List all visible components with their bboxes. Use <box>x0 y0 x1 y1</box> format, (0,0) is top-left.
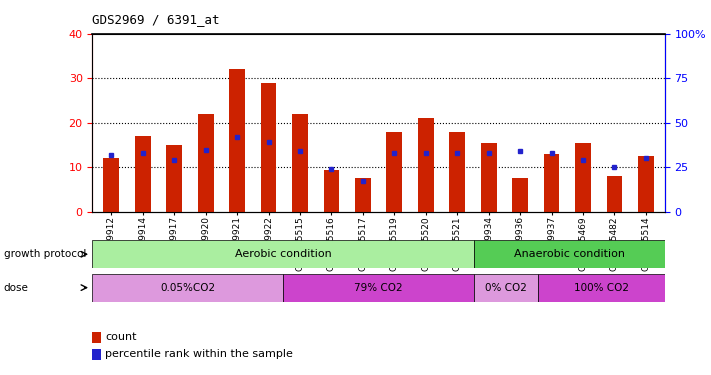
Bar <box>538 274 665 302</box>
Bar <box>135 136 151 212</box>
Bar <box>92 349 101 360</box>
Bar <box>261 83 277 212</box>
Text: 79% CO2: 79% CO2 <box>354 283 403 293</box>
Bar <box>575 143 591 212</box>
Bar <box>292 114 308 212</box>
Text: GDS2969 / 6391_at: GDS2969 / 6391_at <box>92 13 220 26</box>
Text: Aerobic condition: Aerobic condition <box>235 249 331 259</box>
Text: count: count <box>105 333 137 342</box>
Bar <box>166 145 182 212</box>
Bar <box>606 176 622 212</box>
Bar <box>474 240 665 268</box>
Text: dose: dose <box>4 283 28 292</box>
Bar <box>512 178 528 212</box>
Text: Anaerobic condition: Anaerobic condition <box>514 249 625 259</box>
Bar <box>92 332 101 343</box>
Bar <box>92 240 474 268</box>
Bar <box>92 274 283 302</box>
Bar <box>449 132 465 212</box>
Bar <box>283 274 474 302</box>
Bar <box>324 170 339 212</box>
Text: 0% CO2: 0% CO2 <box>485 283 527 293</box>
Bar <box>481 143 496 212</box>
Bar <box>355 178 370 212</box>
Bar <box>229 69 245 212</box>
Bar <box>198 114 213 212</box>
Bar <box>103 158 119 212</box>
Bar <box>638 156 654 212</box>
Text: 100% CO2: 100% CO2 <box>574 283 629 293</box>
Bar <box>544 154 560 212</box>
Text: 0.05%CO2: 0.05%CO2 <box>160 283 215 293</box>
Bar <box>474 274 538 302</box>
Bar <box>418 118 434 212</box>
Text: growth protocol: growth protocol <box>4 249 86 259</box>
Text: percentile rank within the sample: percentile rank within the sample <box>105 350 293 359</box>
Bar <box>387 132 402 212</box>
